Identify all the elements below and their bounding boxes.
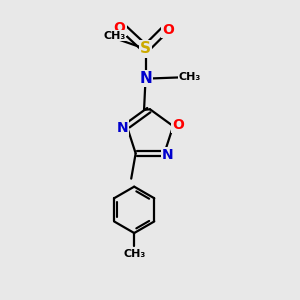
Text: CH₃: CH₃: [123, 249, 145, 259]
Text: N: N: [139, 71, 152, 86]
Text: O: O: [172, 118, 184, 132]
Text: CH₃: CH₃: [103, 31, 125, 40]
Text: O: O: [114, 21, 126, 35]
Text: N: N: [116, 121, 128, 135]
Text: N: N: [162, 148, 174, 162]
Text: O: O: [163, 22, 174, 37]
Text: S: S: [140, 41, 151, 56]
Text: CH₃: CH₃: [179, 72, 201, 82]
